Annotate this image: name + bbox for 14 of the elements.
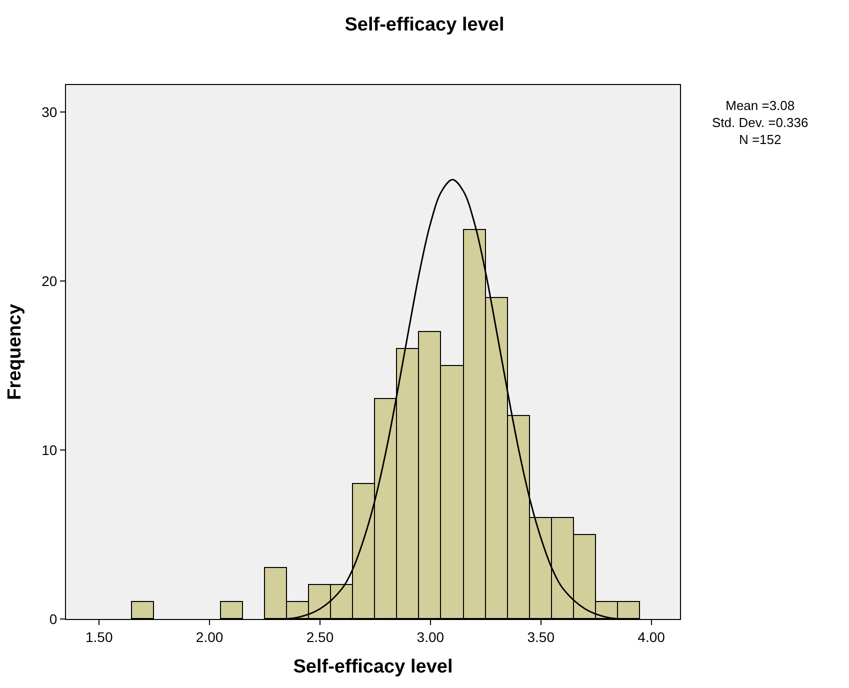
y-tick-label: 30 xyxy=(42,104,58,120)
text: Mean =3.08 Std. Dev. =0.336 N =152 xyxy=(712,98,808,147)
x-tick-label: 2.00 xyxy=(196,628,224,645)
x-tick-label: 4.00 xyxy=(638,628,666,645)
y-tick-label: 20 xyxy=(42,272,58,289)
x-axis-title: Self-efficacy level xyxy=(293,656,453,678)
x-tick-label: 3.50 xyxy=(527,628,555,645)
y-tick-label: 10 xyxy=(42,442,58,458)
y-axis-title: Frequency xyxy=(4,304,26,400)
chart-title: Self-efficacy level xyxy=(344,14,504,36)
x-tick-label: 2.50 xyxy=(306,628,334,645)
x-tick-label: 1.50 xyxy=(86,628,113,645)
y-tick-label: 0 xyxy=(49,610,58,627)
x-tick-label: 3.00 xyxy=(416,628,444,645)
